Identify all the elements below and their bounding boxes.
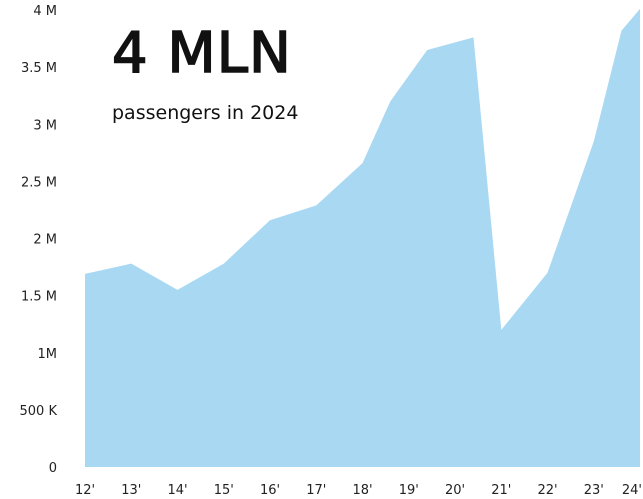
x-tick-label: 13' (121, 483, 141, 498)
y-tick-label: 500 K (20, 404, 58, 419)
x-tick-label: 17' (306, 483, 326, 498)
x-tick-label: 12' (75, 483, 95, 498)
x-tick-label: 19' (399, 483, 419, 498)
y-tick-label: 1.5 M (21, 290, 57, 305)
x-tick-label: 16' (260, 483, 280, 498)
subheadline: passengers in 2024 (112, 102, 299, 124)
y-tick-label: 2.5 M (21, 175, 57, 190)
x-tick-label: 21' (491, 483, 511, 498)
x-tick-label: 14' (167, 483, 187, 498)
area-layer (85, 8, 640, 468)
x-tick-label: 22' (537, 483, 557, 498)
x-tick-label: 24' (622, 483, 642, 498)
x-tick-label: 18' (352, 483, 372, 498)
y-tick-label: 3 M (33, 118, 57, 133)
y-axis: 0 500 K 1M 1.5 M 2 M 2.5 M 3 M 3.5 M 4 M (20, 4, 58, 476)
x-axis: 12' 13' 14' 15' 16' 17' 18' 19' 20' 21' 22' 23' 24' (75, 483, 642, 498)
y-tick-label: 1M (38, 347, 58, 362)
x-tick-label: 20' (445, 483, 465, 498)
x-tick-label: 15' (214, 483, 234, 498)
y-tick-label: 0 (49, 461, 57, 476)
y-tick-label: 3.5 M (21, 61, 57, 76)
headline: 4 MLN (111, 21, 292, 86)
x-tick-label: 23' (584, 483, 604, 498)
y-tick-label: 2 M (33, 233, 57, 248)
passenger-area (85, 8, 640, 468)
y-tick-label: 4 M (33, 4, 57, 19)
